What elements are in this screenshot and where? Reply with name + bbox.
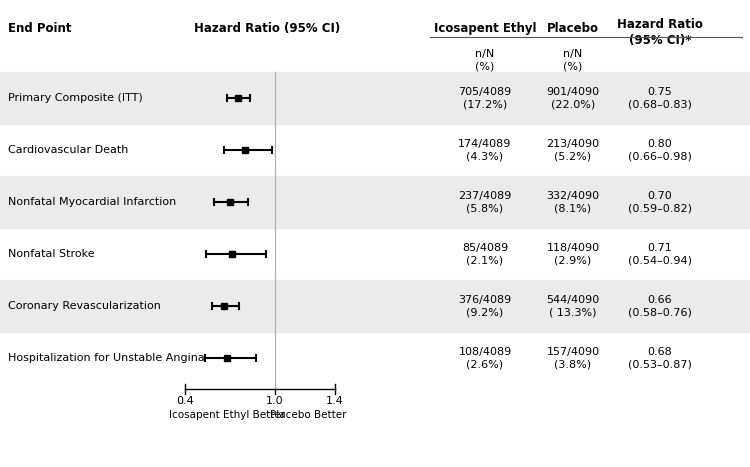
Text: n/N
(%): n/N (%) — [563, 49, 583, 71]
Bar — [0, 280, 750, 332]
Text: 118/4090
(2.9%): 118/4090 (2.9%) — [547, 243, 599, 265]
Bar — [224, 355, 230, 361]
Bar — [0, 176, 750, 228]
Text: 0.68
(0.53–0.87): 0.68 (0.53–0.87) — [628, 347, 692, 369]
Text: Icosapent Ethyl Better: Icosapent Ethyl Better — [169, 410, 285, 420]
Text: 1.4: 1.4 — [326, 396, 344, 406]
Text: Icosapent Ethyl: Icosapent Ethyl — [433, 22, 536, 35]
Text: 237/4089
(5.8%): 237/4089 (5.8%) — [458, 191, 512, 213]
Text: 0.80
(0.66–0.98): 0.80 (0.66–0.98) — [628, 139, 692, 161]
Text: 85/4089
(2.1%): 85/4089 (2.1%) — [462, 243, 509, 265]
Bar — [229, 251, 235, 257]
Text: 705/4089
(17.2%): 705/4089 (17.2%) — [458, 87, 512, 109]
Text: 157/4090
(3.8%): 157/4090 (3.8%) — [547, 347, 599, 369]
Text: Placebo Better: Placebo Better — [270, 410, 346, 420]
Text: 376/4089
(9.2%): 376/4089 (9.2%) — [458, 295, 512, 317]
Bar — [235, 95, 241, 101]
Bar — [221, 303, 227, 309]
Text: 174/4089
(4.3%): 174/4089 (4.3%) — [458, 139, 512, 161]
Text: 0.4: 0.4 — [176, 396, 194, 406]
Text: Hazard Ratio
(95% CI)*: Hazard Ratio (95% CI)* — [617, 18, 703, 47]
Text: Hazard Ratio (95% CI): Hazard Ratio (95% CI) — [194, 22, 340, 35]
Text: Coronary Revascularization: Coronary Revascularization — [8, 301, 160, 311]
Text: End Point: End Point — [8, 22, 71, 35]
Text: 332/4090
(8.1%): 332/4090 (8.1%) — [547, 191, 599, 213]
Bar — [242, 147, 248, 153]
Text: Nonfatal Myocardial Infarction: Nonfatal Myocardial Infarction — [8, 197, 176, 207]
Text: 0.66
(0.58–0.76): 0.66 (0.58–0.76) — [628, 295, 692, 317]
Text: n/N
(%): n/N (%) — [476, 49, 495, 71]
Bar — [227, 199, 233, 205]
Text: 0.75
(0.68–0.83): 0.75 (0.68–0.83) — [628, 87, 692, 109]
Text: 213/4090
(5.2%): 213/4090 (5.2%) — [547, 139, 599, 161]
Text: 0.70
(0.59–0.82): 0.70 (0.59–0.82) — [628, 191, 692, 213]
Text: Hospitalization for Unstable Angina: Hospitalization for Unstable Angina — [8, 353, 205, 363]
Text: Primary Composite (ITT): Primary Composite (ITT) — [8, 93, 142, 103]
Text: 901/4090
(22.0%): 901/4090 (22.0%) — [547, 87, 599, 109]
Text: 108/4089
(2.6%): 108/4089 (2.6%) — [458, 347, 512, 369]
Text: Cardiovascular Death: Cardiovascular Death — [8, 145, 128, 155]
Text: Placebo: Placebo — [547, 22, 599, 35]
Text: 0.71
(0.54–0.94): 0.71 (0.54–0.94) — [628, 243, 692, 265]
Text: 544/4090
( 13.3%): 544/4090 ( 13.3%) — [546, 295, 600, 317]
Text: Nonfatal Stroke: Nonfatal Stroke — [8, 249, 94, 259]
Text: 1.0: 1.0 — [266, 396, 284, 406]
Bar — [0, 72, 750, 124]
